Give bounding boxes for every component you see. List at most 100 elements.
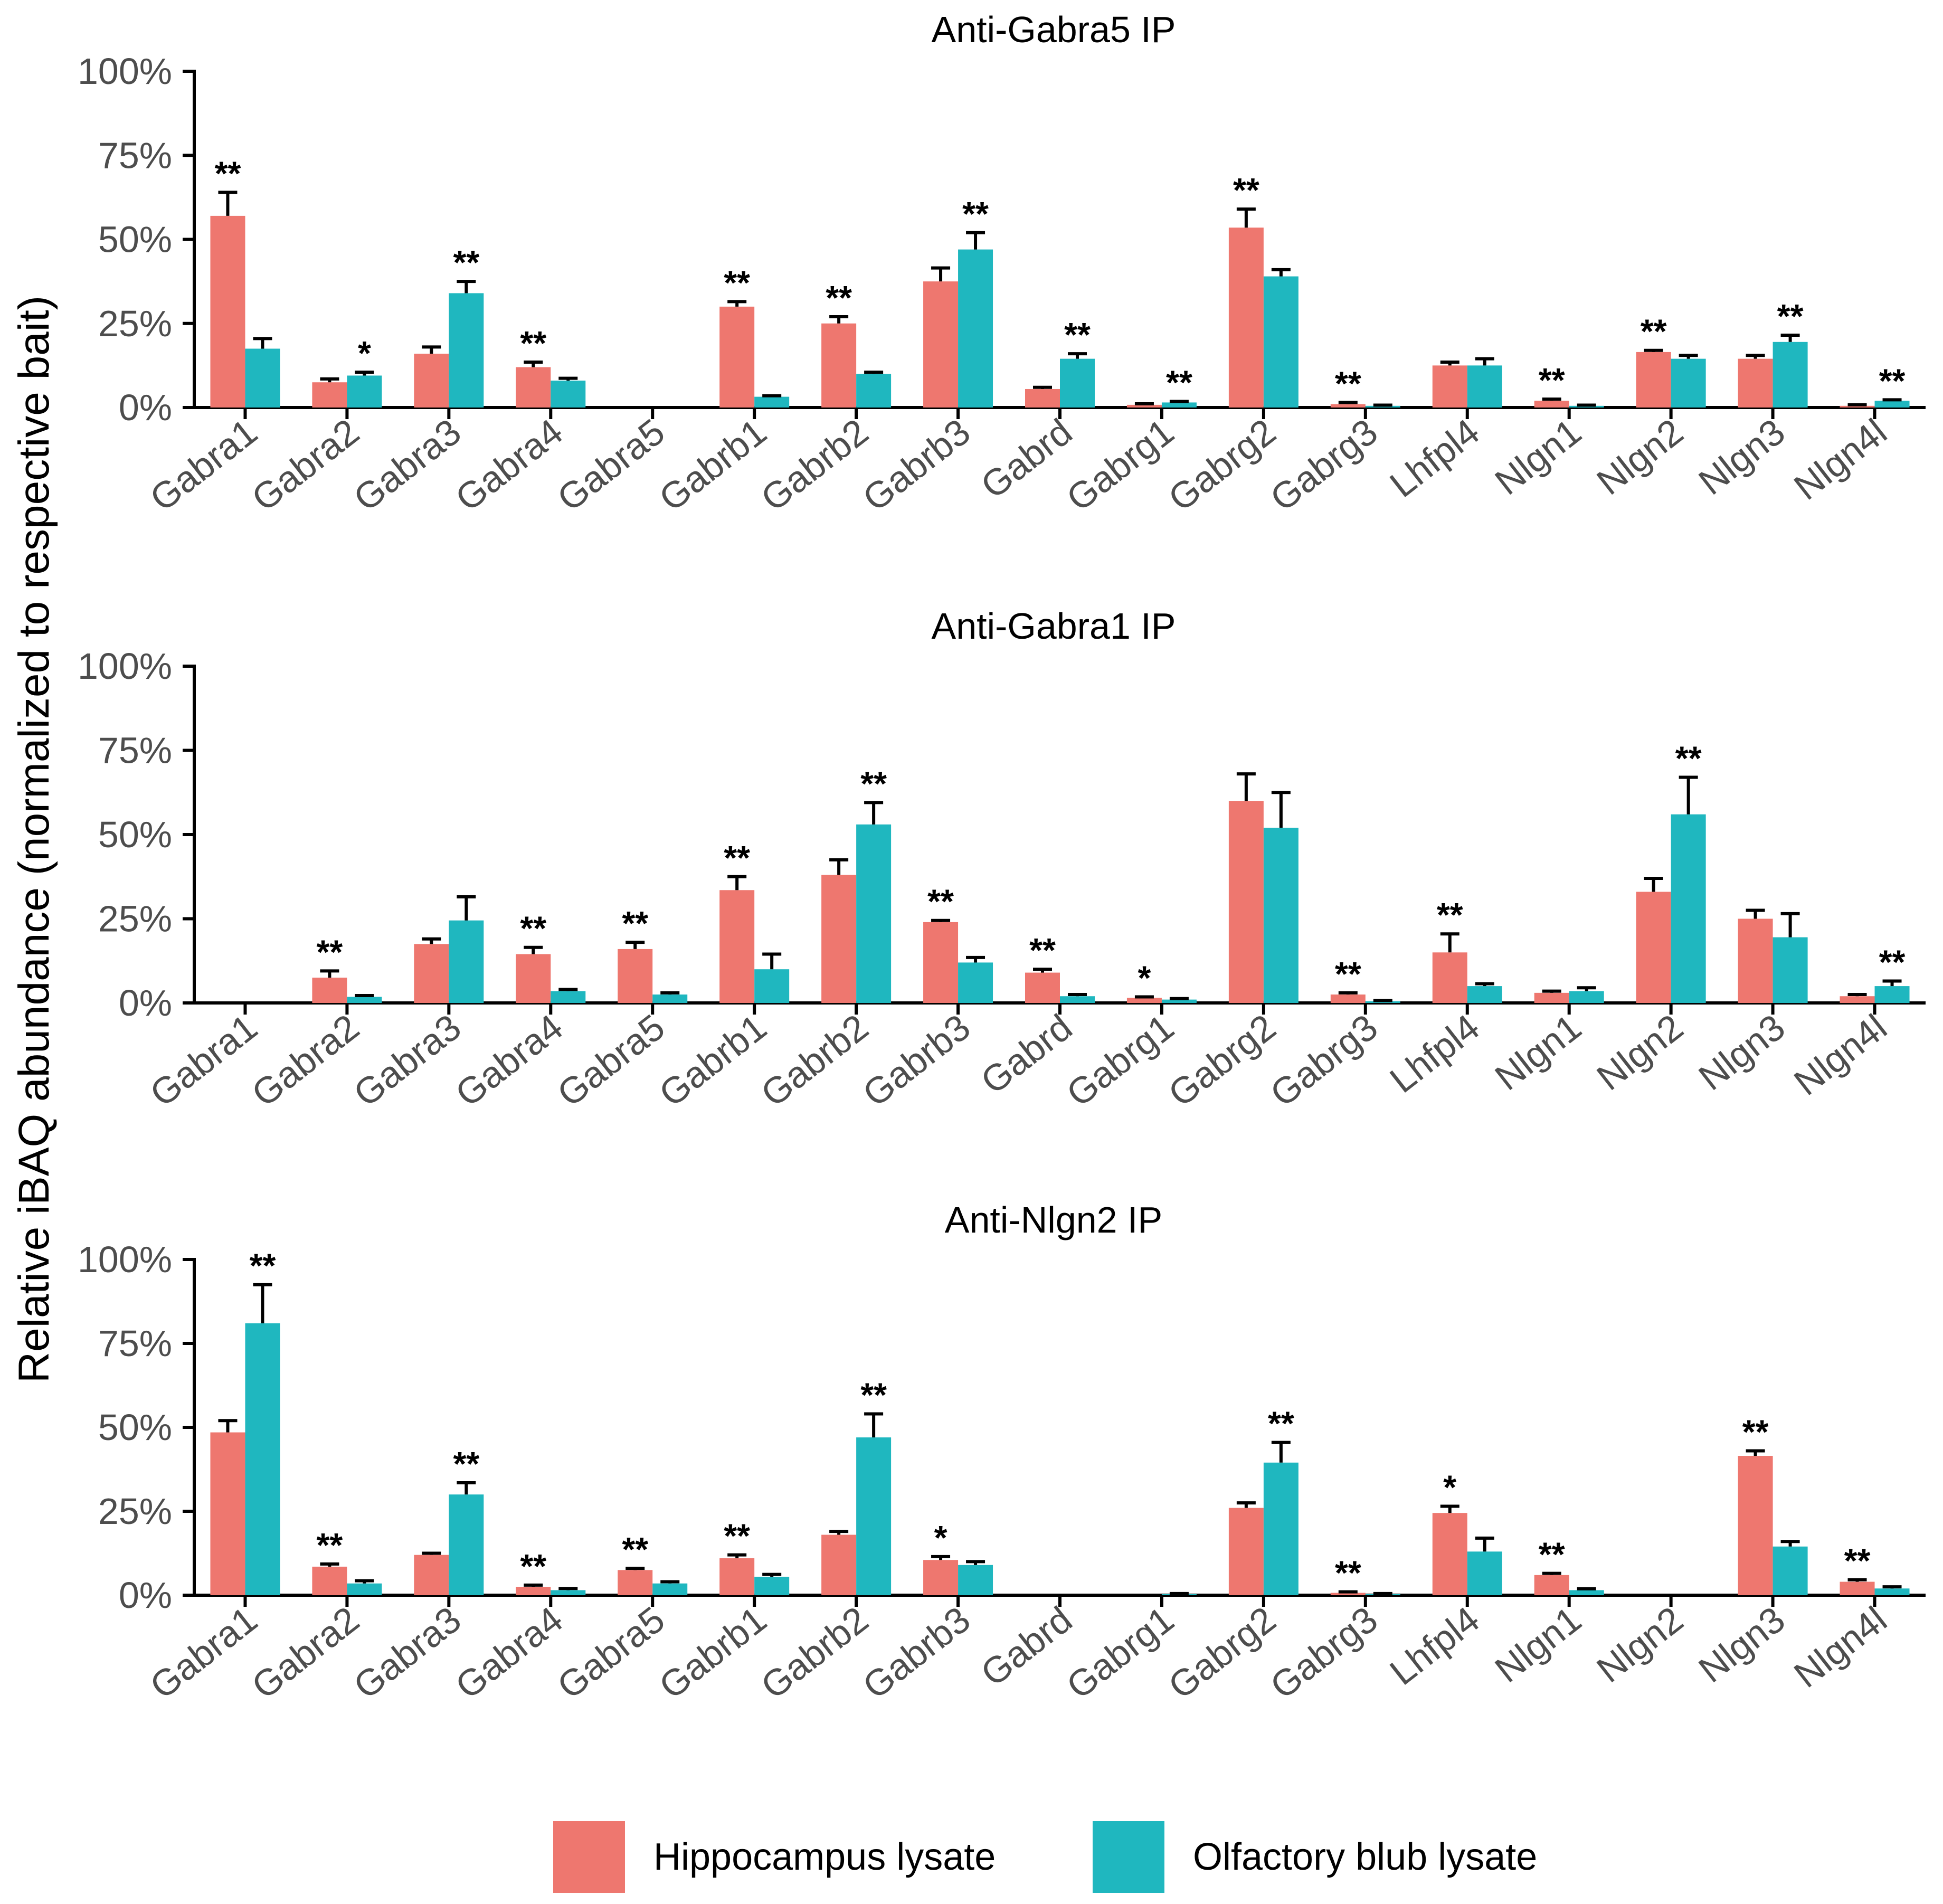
- bar-hippocampus: [1432, 952, 1467, 1003]
- significance-marker: **: [622, 904, 648, 942]
- bar-hippocampus: [923, 1560, 959, 1595]
- y-tick-label: 0%: [119, 982, 172, 1024]
- legend-label-olfactory: Olfactory blub lysate: [1193, 1836, 1537, 1878]
- bar-hippocampus: [1840, 996, 1875, 1003]
- bar-hippocampus: [821, 1534, 857, 1595]
- bar-hippocampus: [516, 1587, 551, 1595]
- bar-olfactory: [958, 1565, 993, 1595]
- bar-hippocampus: [210, 1432, 245, 1595]
- significance-marker: **: [1335, 1554, 1361, 1592]
- significance-marker: **: [1879, 943, 1906, 981]
- significance-marker: **: [1879, 362, 1906, 400]
- bar-olfactory: [1263, 1462, 1299, 1595]
- bar-hippocampus: [821, 875, 857, 1003]
- y-tick-label: 25%: [98, 898, 172, 940]
- bar-hippocampus: [1126, 404, 1162, 408]
- bar-olfactory: [958, 249, 993, 408]
- bar-olfactory: [1060, 358, 1095, 408]
- significance-marker: **: [317, 933, 343, 971]
- bar-hippocampus: [923, 281, 959, 408]
- significance-marker: *: [1443, 1468, 1456, 1506]
- bar-hippocampus: [1738, 1456, 1773, 1595]
- bar-olfactory: [1161, 999, 1197, 1003]
- significance-marker: **: [1166, 364, 1192, 402]
- bar-olfactory: [652, 1583, 688, 1595]
- y-tick-label: 100%: [78, 51, 172, 92]
- bar-olfactory: [347, 375, 382, 408]
- significance-marker: **: [962, 195, 989, 233]
- significance-marker: *: [1138, 959, 1151, 997]
- bar-olfactory: [449, 1494, 484, 1595]
- bar-hippocampus: [516, 367, 551, 408]
- bar-hippocampus: [1228, 228, 1264, 408]
- bar-olfactory: [754, 396, 790, 408]
- panel-title: Anti-Gabra5 IP: [932, 9, 1176, 50]
- bar-olfactory: [449, 293, 484, 408]
- y-tick-label: 25%: [98, 303, 172, 344]
- y-tick-label: 25%: [98, 1491, 172, 1532]
- bar-hippocampus: [1840, 405, 1875, 408]
- bar-hippocampus: [821, 323, 857, 408]
- y-tick-label: 0%: [119, 1575, 172, 1616]
- significance-marker: **: [1844, 1542, 1871, 1580]
- significance-marker: **: [724, 839, 750, 877]
- bar-hippocampus: [414, 1555, 449, 1595]
- significance-marker: **: [215, 154, 241, 192]
- bar-olfactory: [1569, 1590, 1604, 1595]
- bar-olfactory: [1671, 358, 1706, 408]
- bar-olfactory: [652, 994, 688, 1003]
- significance-marker: **: [724, 263, 750, 301]
- bar-olfactory: [856, 374, 892, 408]
- bar-olfactory: [1569, 991, 1604, 1003]
- bar-olfactory: [347, 997, 382, 1003]
- bar-hippocampus: [516, 954, 551, 1003]
- bar-olfactory: [1467, 1551, 1502, 1595]
- y-tick-label: 75%: [98, 1323, 172, 1364]
- bar-hippocampus: [618, 1570, 653, 1595]
- legend-swatch-olfactory: [1093, 1821, 1164, 1893]
- bar-olfactory: [449, 920, 484, 1003]
- significance-marker: **: [1539, 1536, 1565, 1574]
- bar-olfactory: [551, 381, 586, 408]
- significance-marker: **: [1335, 955, 1361, 993]
- bar-hippocampus: [1126, 998, 1162, 1003]
- y-tick-label: 0%: [119, 387, 172, 428]
- bar-hippocampus: [618, 949, 653, 1003]
- y-tick-label: 50%: [98, 814, 172, 855]
- significance-marker: **: [1268, 1405, 1294, 1443]
- bar-hippocampus: [1534, 401, 1569, 408]
- significance-marker: **: [453, 243, 479, 281]
- significance-marker: **: [860, 764, 887, 802]
- bar-olfactory: [1874, 401, 1910, 408]
- y-tick-label: 100%: [78, 1239, 172, 1280]
- legend-label-hippocampus: Hippocampus lysate: [653, 1836, 996, 1878]
- panel-title: Anti-Gabra1 IP: [932, 605, 1176, 647]
- bar-hippocampus: [1432, 1513, 1467, 1595]
- bar-hippocampus: [1636, 892, 1671, 1003]
- bar-olfactory: [1263, 828, 1299, 1003]
- bar-olfactory: [754, 1577, 790, 1595]
- bar-hippocampus: [1636, 352, 1671, 408]
- bar-hippocampus: [414, 354, 449, 408]
- bar-hippocampus: [1738, 358, 1773, 408]
- significance-marker: *: [934, 1519, 947, 1557]
- y-tick-label: 50%: [98, 219, 172, 260]
- significance-marker: **: [1539, 361, 1565, 399]
- bar-hippocampus: [923, 922, 959, 1003]
- significance-marker: **: [1064, 316, 1091, 354]
- y-axis-label: Relative iBAQ abundance (normalized to r…: [10, 296, 58, 1383]
- bar-hippocampus: [1330, 1593, 1366, 1595]
- bar-hippocampus: [1840, 1581, 1875, 1595]
- y-tick-label: 75%: [98, 135, 172, 176]
- bar-hippocampus: [312, 382, 347, 408]
- bar-olfactory: [856, 1437, 892, 1595]
- bar-hippocampus: [312, 978, 347, 1003]
- bar-olfactory: [1874, 986, 1910, 1003]
- legend: Hippocampus lysate Olfactory blub lysate: [553, 1821, 1537, 1893]
- significance-marker: **: [860, 1376, 887, 1414]
- significance-marker: **: [520, 1547, 546, 1585]
- bar-hippocampus: [414, 944, 449, 1003]
- bar-olfactory: [347, 1583, 382, 1595]
- significance-marker: **: [250, 1247, 276, 1285]
- legend-swatch-hippocampus: [553, 1821, 625, 1893]
